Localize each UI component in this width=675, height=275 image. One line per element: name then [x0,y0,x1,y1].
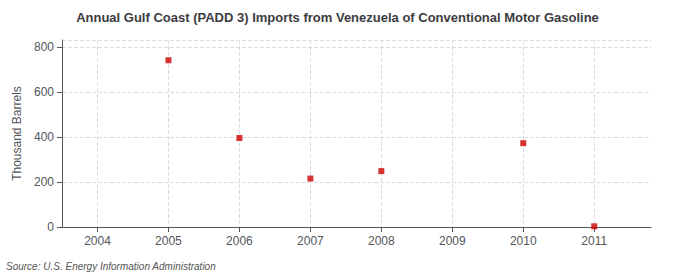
svg-text:2010: 2010 [510,234,537,248]
svg-text:2004: 2004 [84,234,111,248]
svg-text:600: 600 [34,85,54,99]
svg-text:2009: 2009 [439,234,466,248]
svg-text:2007: 2007 [297,234,324,248]
svg-text:2011: 2011 [581,234,607,248]
svg-text:400: 400 [34,130,54,144]
svg-text:2008: 2008 [368,234,395,248]
svg-text:2005: 2005 [155,234,182,248]
svg-text:Source: U.S. Energy Informatio: Source: U.S. Energy Information Administ… [6,261,216,272]
svg-text:0: 0 [47,220,54,234]
svg-text:Thousand Barrels: Thousand Barrels [10,86,24,181]
svg-text:2006: 2006 [226,234,253,248]
svg-text:800: 800 [34,40,54,54]
svg-text:200: 200 [34,175,54,189]
svg-text:Annual Gulf Coast (PADD 3) Imp: Annual Gulf Coast (PADD 3) Imports from … [76,10,599,25]
